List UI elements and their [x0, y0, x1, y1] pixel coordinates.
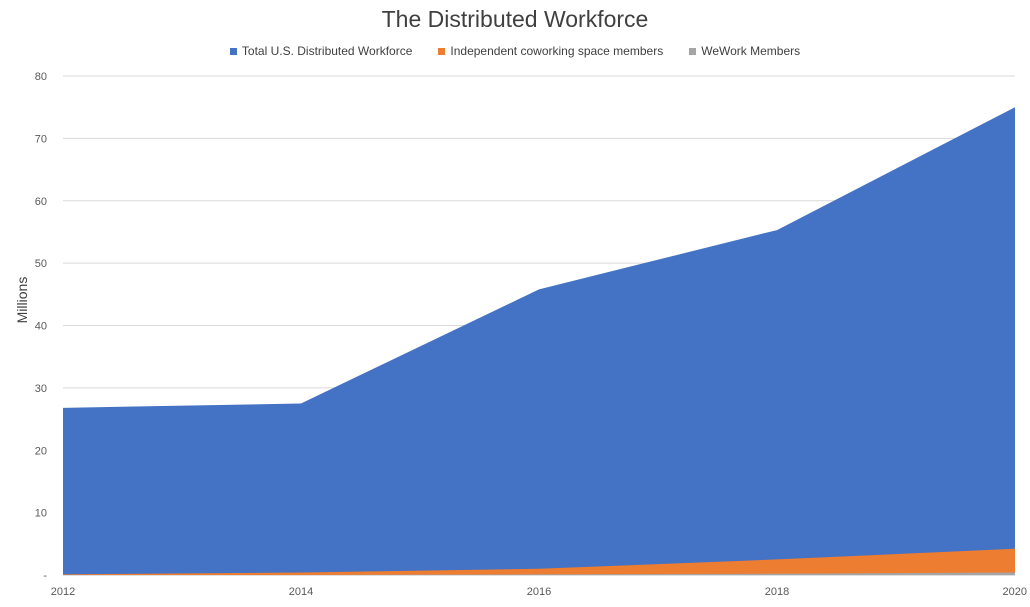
x-tick-label: 2020	[1003, 586, 1027, 598]
x-tick-label: 2018	[765, 586, 789, 598]
chart-title: The Distributed Workforce	[381, 6, 649, 32]
y-tick-label: -	[43, 570, 47, 582]
x-tick-label: 2016	[527, 586, 551, 598]
legend-swatch-coworking	[438, 47, 446, 55]
legend-label-coworking: Independent coworking space members	[450, 44, 664, 58]
y-tick-label: 10	[35, 508, 47, 520]
legend-item-total: Total U.S. Distributed Workforce	[229, 44, 413, 58]
y-tick-label: 70	[35, 133, 47, 145]
x-tick-label: 2014	[289, 586, 313, 598]
area-series-1	[63, 548, 1015, 575]
x-tick-label: 2012	[51, 586, 75, 598]
legend-item-coworking: Independent coworking space members	[438, 44, 663, 58]
area-series-2	[63, 572, 1015, 575]
y-tick-label: 80	[35, 71, 47, 83]
y-axis-ticks: - 10 20 30 40 50 60 70 80	[35, 71, 48, 582]
y-tick-label: 30	[35, 383, 47, 395]
area-series	[63, 107, 1015, 575]
y-tick-label: 20	[35, 445, 47, 457]
legend-label-wework: WeWork Members	[701, 44, 801, 58]
y-tick-label: 40	[35, 321, 47, 333]
area-series-0	[63, 107, 1015, 575]
legend-label-total: Total U.S. Distributed Workforce	[241, 44, 413, 58]
x-axis-ticks: 2012 2014 2016 2018 2020	[51, 586, 1027, 598]
legend-item-wework: WeWork Members	[689, 44, 800, 58]
y-tick-label: 60	[35, 196, 47, 208]
y-tick-label: 50	[35, 258, 47, 270]
legend-swatch-total	[229, 47, 237, 55]
legend: Total U.S. Distributed Workforce Indepen…	[0, 44, 1030, 58]
legend-swatch-wework	[689, 47, 697, 55]
